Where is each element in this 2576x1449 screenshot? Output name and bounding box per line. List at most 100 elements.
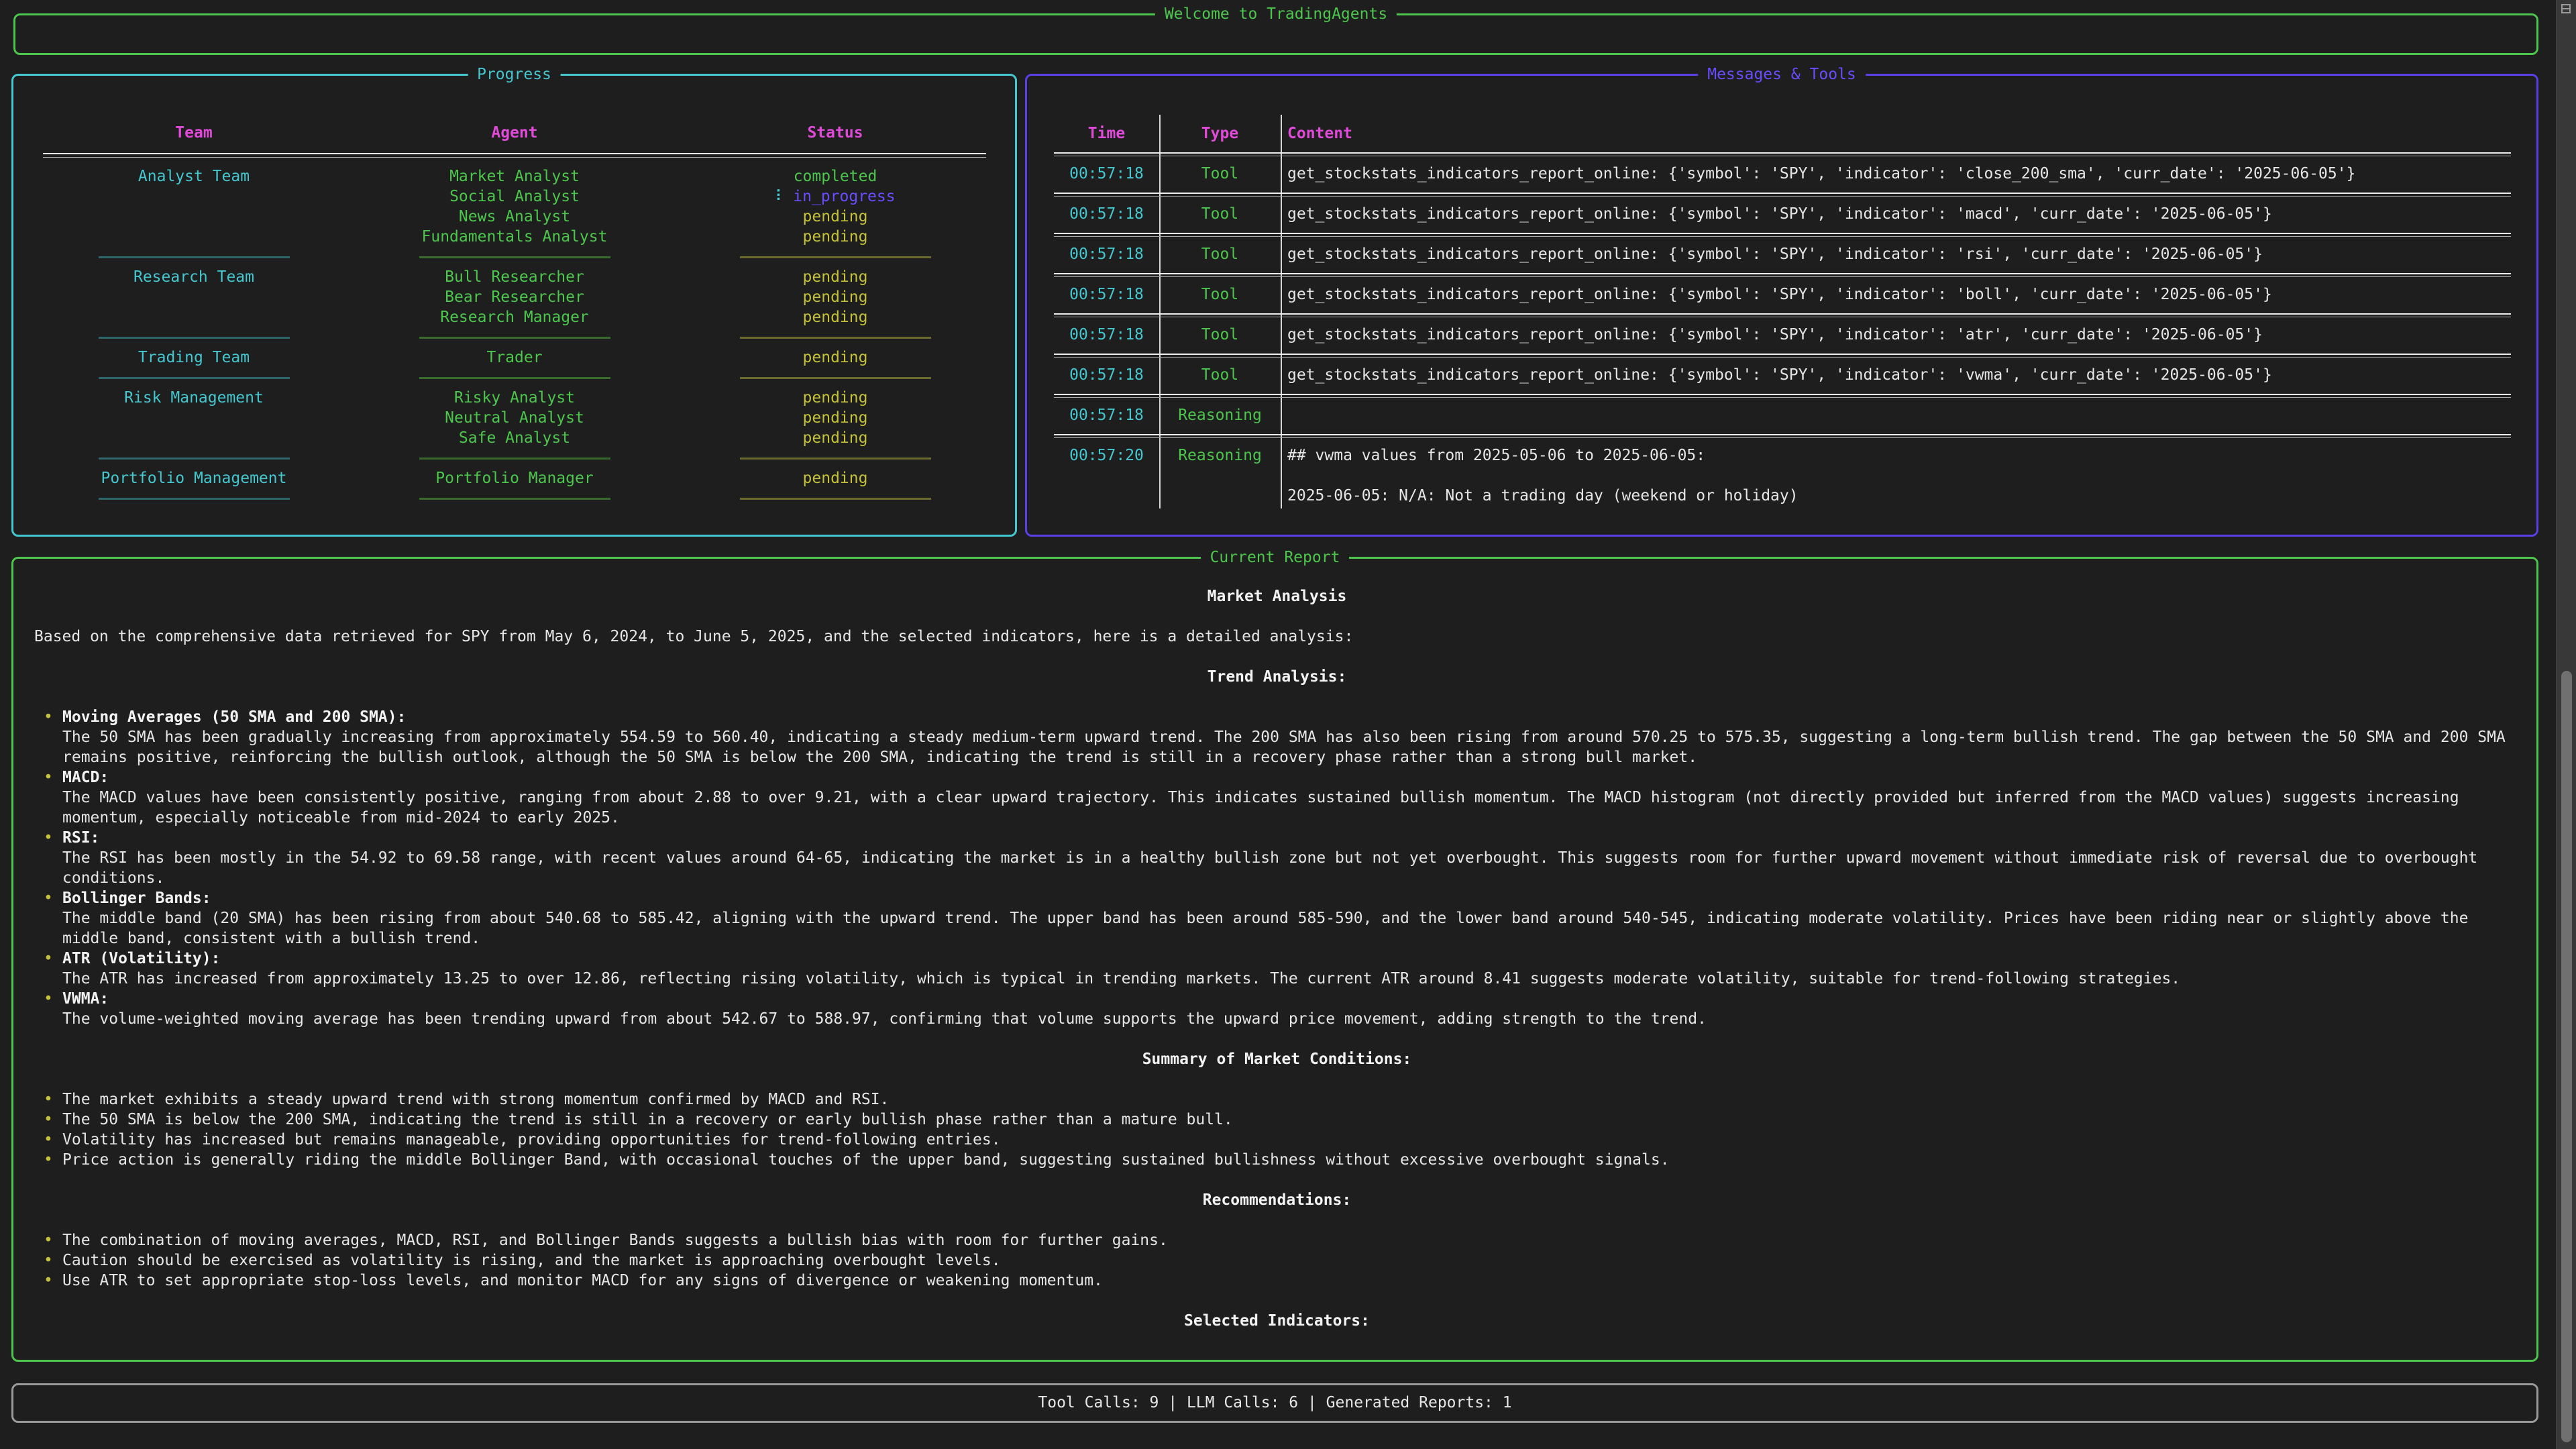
bullet-icon: • (44, 769, 53, 786)
agent-cell: Trader (345, 347, 684, 368)
header-team: Team (175, 124, 213, 142)
status-badge: completed (794, 166, 877, 186)
summary-heading: Summary of Market Conditions: (1142, 1051, 1412, 1068)
message-type: Reasoning (1178, 447, 1262, 464)
column-divider (1159, 115, 1161, 508)
team-cell: Trading Team (43, 347, 345, 368)
agent-cell: Market Analyst Social Analyst News Analyst… (345, 166, 684, 247)
trend-item-label: Moving Averages (50 SMA and 200 SMA): (62, 708, 407, 726)
bullet-icon: • (44, 990, 53, 1008)
welcome-title: Welcome to TradingAgents (1155, 4, 1397, 24)
message-content: get_stockstats_indicators_report_online:… (1281, 164, 2511, 184)
agent-name: Neutral Analyst (445, 409, 584, 427)
report-heading: Market Analysis (1207, 588, 1347, 605)
message-type: Tool (1201, 286, 1239, 303)
message-content: ## vwma values from 2025-05-06 to 2025-0… (1281, 445, 2511, 506)
content-line (1287, 466, 2511, 486)
group-separator (43, 488, 986, 508)
summary-item: • The market exhibits a steady upward tre… (34, 1089, 2520, 1110)
agent-cell: Risky Analyst Neutral Analyst Safe Analyst (345, 388, 684, 448)
row-separator (1054, 264, 2511, 284)
trend-item-label: MACD: (62, 769, 109, 786)
split-pane-icon[interactable] (2561, 4, 2571, 13)
agent-name: Safe Analyst (458, 429, 571, 447)
row-separator (1054, 425, 2511, 445)
status-text: pending (802, 349, 868, 366)
trend-item: • VWMA: The volume-weighted moving average… (34, 989, 2520, 1029)
team-group: Analyst Team Market Analyst Social Analyst… (43, 166, 986, 247)
summary-item-text: The market exhibits a steady upward tren… (62, 1091, 890, 1108)
bullet-icon: • (44, 708, 53, 726)
status-text: completed (793, 168, 877, 185)
status-text: pending (802, 409, 868, 427)
status-text: pending (802, 389, 868, 407)
status-cell: pending (684, 347, 986, 368)
content-line: get_stockstats_indicators_report_online:… (1287, 246, 2263, 263)
agent-name: Research Manager (440, 309, 589, 326)
separator-line (419, 457, 610, 460)
agent-name: Market Analyst (449, 168, 580, 185)
agent-cell: Portfolio Manager (345, 468, 684, 488)
team-name: Portfolio Management (101, 470, 287, 487)
recommendation-item-text: Use ATR to set appropriate stop-loss lev… (62, 1272, 1103, 1289)
bullet-icon: • (44, 829, 53, 847)
summary-item: • The 50 SMA is below the 200 SMA, indica… (34, 1110, 2520, 1130)
trend-item-text: The ATR has increased from approximately… (62, 970, 2181, 987)
bullet-icon: • (44, 1151, 53, 1169)
welcome-panel: Welcome to TradingAgents (13, 4, 2538, 55)
summary-item: • Price action is generally riding the mi… (34, 1150, 2520, 1170)
trend-item-text: The MACD values have been consistently p… (62, 789, 2459, 826)
message-row: 00:57:18 Reasoning (1054, 405, 2511, 425)
row-separator (1054, 305, 2511, 325)
header-agent: Agent (491, 124, 538, 142)
message-time: 00:57:18 (1069, 205, 1144, 223)
team-group: Research Team Bull Researcher Bear Researc… (43, 267, 986, 327)
status-cell: pending (684, 468, 986, 488)
row-separator (1054, 345, 2511, 365)
team-group: Trading Team Trader pending (43, 347, 986, 368)
trend-heading: Trend Analysis: (1207, 668, 1347, 686)
status-badge: pending (803, 468, 868, 488)
message-type: Tool (1201, 205, 1239, 223)
group-separator (43, 327, 986, 347)
messages-header: Time Type Content (1054, 115, 2511, 144)
message-content: get_stockstats_indicators_report_online:… (1281, 325, 2511, 345)
message-row: 00:57:20 Reasoning ## vwma values from 202… (1054, 445, 2511, 506)
message-time: 00:57:18 (1069, 246, 1144, 263)
recommendation-item: • The combination of moving averages, MAC… (34, 1230, 2520, 1250)
separator-line (739, 457, 931, 460)
status-badge: pending (803, 267, 868, 287)
agent-name: Portfolio Manager (435, 470, 594, 487)
separator-line (98, 376, 290, 379)
separator-line (419, 336, 610, 339)
message-time: 00:57:18 (1069, 165, 1144, 182)
content-line: get_stockstats_indicators_report_online:… (1287, 165, 2356, 182)
message-content: get_stockstats_indicators_report_online:… (1281, 284, 2511, 305)
current-report-panel: Current Report Market Analysis Based on … (11, 547, 2538, 1362)
scrollbar[interactable] (2556, 0, 2576, 1449)
progress-title: Progress (468, 64, 561, 85)
message-content (1281, 405, 2511, 425)
scrollbar-thumb[interactable] (2561, 671, 2572, 1442)
agent-name: Bull Researcher (445, 268, 584, 286)
recommendations-heading: Recommendations: (1202, 1191, 1352, 1209)
status-badge: ⠇ in_progress (775, 186, 895, 207)
status-text: pending (802, 288, 868, 306)
report-content: Market Analysis Based on the comprehensi… (34, 586, 2520, 1331)
row-separator (1054, 385, 2511, 405)
agent-name: News Analyst (458, 208, 571, 225)
summary-item: • Volatility has increased but remains ma… (34, 1130, 2520, 1150)
team-name: Trading Team (138, 349, 250, 366)
row-separator (1054, 224, 2511, 244)
agent-name: Fundamentals Analyst (421, 228, 608, 246)
team-name: Research Team (133, 268, 254, 286)
recommendation-item: • Caution should be exercised as volatili… (34, 1250, 2520, 1271)
separator-line (739, 256, 931, 258)
trend-item-text: The volume-weighted moving average has b… (62, 1010, 1707, 1028)
status-cell: pending pending pending (684, 388, 986, 448)
header-type: Type (1201, 125, 1239, 142)
trend-item-label: ATR (Volatility): (62, 950, 221, 967)
message-type: Tool (1201, 366, 1239, 384)
message-content: get_stockstats_indicators_report_online:… (1281, 204, 2511, 224)
summary-item-text: The 50 SMA is below the 200 SMA, indicat… (62, 1111, 1233, 1128)
